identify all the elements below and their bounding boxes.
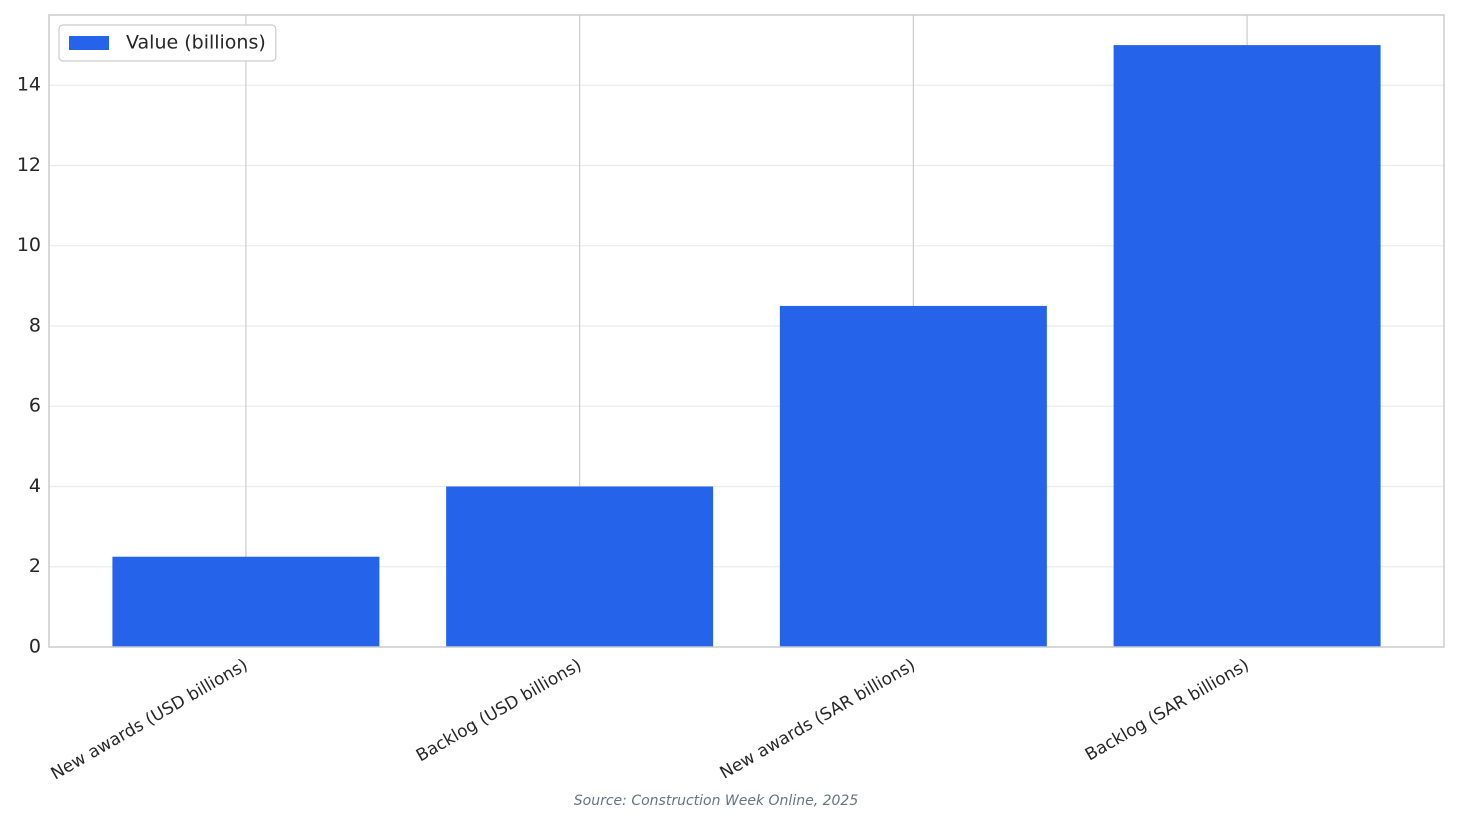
y-tick-label: 8: [29, 314, 41, 336]
y-tick-label: 2: [29, 555, 41, 577]
y-tick-label: 6: [29, 395, 41, 417]
y-tick-label: 0: [29, 636, 41, 658]
y-tick-label: 10: [17, 234, 41, 256]
bars: [112, 45, 1381, 648]
bar: [446, 486, 714, 647]
legend-frame: [58, 24, 277, 62]
bar: [779, 305, 1047, 647]
legend: Value (billions): [58, 24, 277, 62]
plot-frame: [48, 14, 1445, 648]
legend-swatch: [69, 36, 109, 50]
bar: [112, 556, 380, 647]
y-tick-label: 12: [17, 154, 41, 176]
y-tick-label: 4: [29, 475, 41, 497]
bar: [1113, 45, 1381, 648]
y-tick-label: 14: [17, 74, 41, 96]
source-note: Source: Construction Week Online, 2025: [574, 793, 859, 809]
legend-label: Value (billions): [126, 32, 266, 54]
